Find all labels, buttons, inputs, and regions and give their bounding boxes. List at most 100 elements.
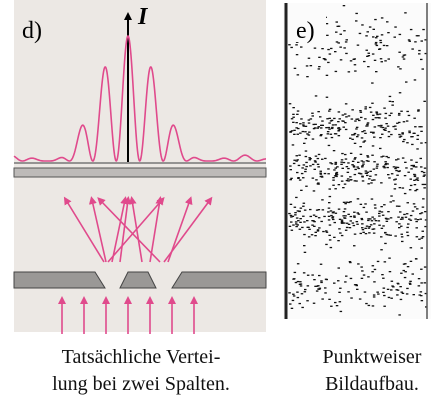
dot bbox=[355, 180, 358, 182]
dot bbox=[410, 159, 413, 161]
dot bbox=[385, 233, 388, 236]
dot bbox=[401, 187, 405, 189]
dot bbox=[302, 202, 306, 204]
dot bbox=[401, 157, 405, 159]
dot bbox=[387, 156, 390, 159]
waves-after-slits bbox=[63, 196, 213, 263]
dot bbox=[329, 246, 333, 249]
dot bbox=[308, 131, 311, 133]
intensity-curve bbox=[13, 34, 266, 162]
dot bbox=[362, 274, 366, 276]
dot bbox=[302, 272, 306, 274]
dot bbox=[406, 287, 409, 290]
dot bbox=[367, 227, 371, 229]
dot bbox=[382, 287, 386, 289]
dot bbox=[313, 127, 317, 129]
dot bbox=[337, 121, 340, 123]
dot bbox=[318, 288, 321, 290]
dot bbox=[399, 68, 402, 70]
dot bbox=[302, 125, 306, 127]
dot bbox=[351, 109, 354, 111]
dot bbox=[386, 166, 389, 169]
dot bbox=[370, 182, 373, 184]
dot bbox=[355, 126, 359, 128]
dot bbox=[340, 161, 343, 163]
dot bbox=[314, 123, 317, 125]
dot bbox=[328, 224, 332, 226]
dot bbox=[317, 68, 321, 70]
dot bbox=[296, 113, 299, 115]
dot bbox=[316, 163, 320, 165]
dot bbox=[330, 136, 334, 139]
dot bbox=[347, 162, 350, 164]
dot bbox=[354, 168, 357, 171]
dot bbox=[409, 260, 413, 262]
dot bbox=[409, 184, 413, 187]
dot bbox=[317, 217, 321, 219]
dot bbox=[296, 210, 300, 212]
dot bbox=[296, 74, 300, 76]
dot bbox=[317, 111, 320, 113]
dot bbox=[321, 124, 324, 126]
dot bbox=[404, 271, 407, 273]
dot bbox=[293, 67, 297, 69]
dot bbox=[398, 112, 401, 115]
dot bbox=[385, 123, 388, 125]
dot bbox=[317, 153, 321, 156]
dot bbox=[293, 271, 297, 274]
dot bbox=[288, 212, 291, 215]
dot bbox=[312, 302, 316, 304]
dot bbox=[402, 140, 405, 143]
dot bbox=[321, 158, 324, 160]
dot bbox=[351, 160, 355, 162]
dot bbox=[368, 106, 372, 109]
dot bbox=[364, 227, 367, 229]
dot bbox=[325, 96, 329, 98]
dot bbox=[384, 127, 387, 129]
dot bbox=[375, 112, 379, 114]
dot bbox=[385, 220, 389, 222]
dot bbox=[401, 56, 405, 58]
dot bbox=[295, 155, 298, 157]
dot bbox=[355, 12, 358, 15]
dot bbox=[377, 125, 380, 127]
dot bbox=[347, 213, 350, 215]
dot bbox=[396, 282, 400, 284]
dot bbox=[327, 48, 330, 51]
dot bbox=[400, 110, 403, 112]
dot bbox=[325, 23, 329, 25]
dot bbox=[385, 45, 389, 47]
dot bbox=[346, 171, 350, 173]
dot bbox=[416, 219, 420, 221]
dot bbox=[347, 71, 351, 73]
dot bbox=[424, 292, 428, 295]
dot bbox=[329, 210, 333, 212]
dot bbox=[366, 156, 370, 158]
dot bbox=[306, 133, 309, 135]
dot bbox=[368, 26, 372, 28]
dot bbox=[305, 65, 309, 67]
dot bbox=[418, 49, 421, 52]
dot bbox=[387, 131, 391, 133]
dot bbox=[374, 43, 378, 45]
dot bbox=[296, 171, 299, 174]
dot bbox=[337, 127, 341, 129]
dot bbox=[335, 173, 338, 175]
dot bbox=[412, 164, 415, 167]
dot bbox=[407, 114, 411, 117]
dot bbox=[389, 201, 392, 203]
dot bbox=[327, 126, 331, 129]
dot bbox=[307, 57, 311, 59]
dot bbox=[393, 36, 396, 38]
dot bbox=[399, 298, 403, 301]
dot bbox=[307, 236, 311, 238]
dot bbox=[320, 281, 323, 284]
dot bbox=[361, 270, 364, 272]
dot bbox=[397, 216, 400, 218]
dot bbox=[380, 182, 383, 184]
dot bbox=[402, 121, 406, 123]
dot bbox=[398, 51, 401, 53]
caption-line: Tatsächliche Vertei- bbox=[62, 346, 221, 368]
